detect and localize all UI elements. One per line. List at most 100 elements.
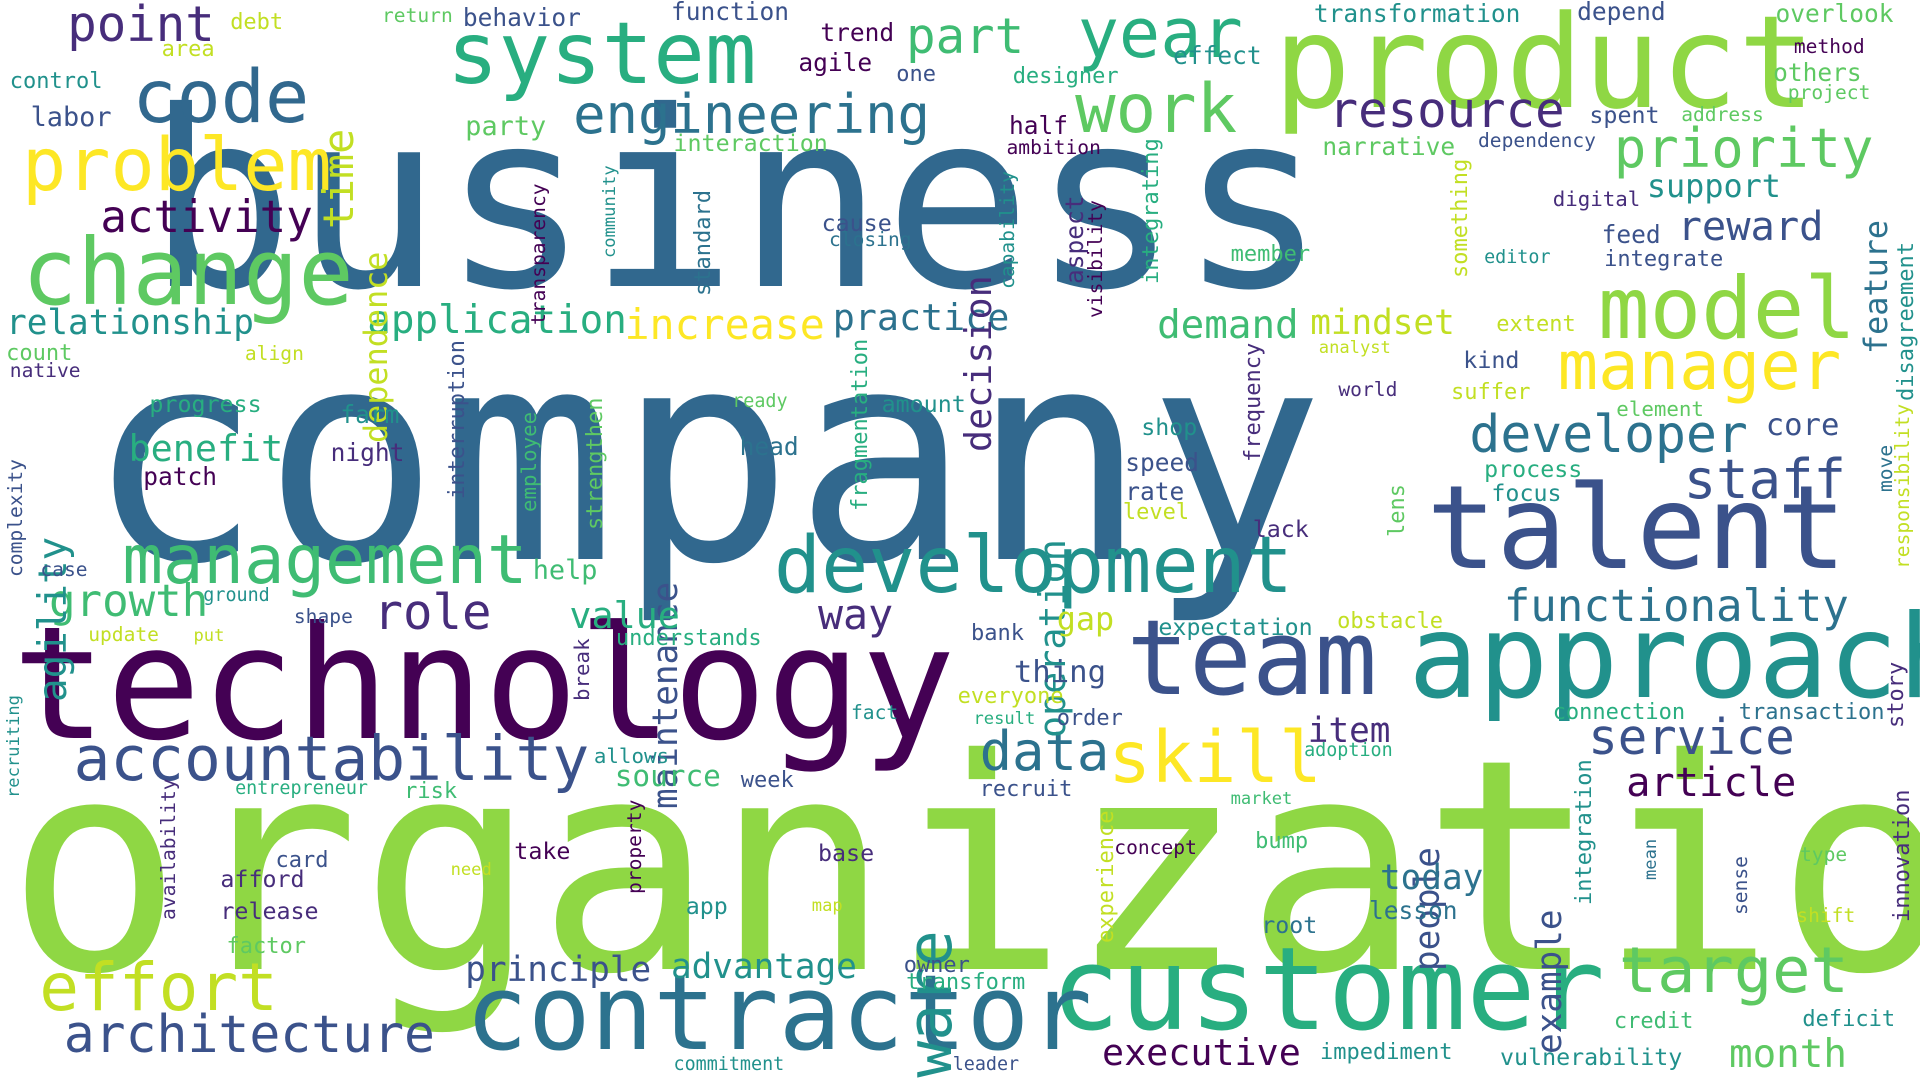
- word-week: week: [740, 768, 794, 794]
- word-behavior: behavior: [462, 3, 581, 33]
- word-effect: effect: [1173, 41, 1262, 71]
- word-resource: resource: [1328, 81, 1565, 139]
- word-overlook: overlook: [1775, 0, 1894, 29]
- word-result: result: [973, 709, 1036, 730]
- word-business: business: [146, 58, 1327, 344]
- word-recruiting: recruiting: [4, 695, 25, 799]
- word-everyone: everyone: [957, 683, 1064, 709]
- word-address: address: [1681, 103, 1764, 127]
- word-digital: digital: [1552, 186, 1641, 211]
- word-world: world: [1338, 377, 1398, 401]
- word-today: today: [1380, 857, 1484, 898]
- word-executive: executive: [1102, 1030, 1301, 1074]
- word-fact: fact: [851, 700, 899, 724]
- word-approach: approach: [1408, 590, 1920, 725]
- word-patch: patch: [143, 462, 218, 492]
- word-agile: agile: [798, 48, 873, 78]
- word-speed: speed: [1125, 447, 1200, 477]
- word-closing: closing: [829, 228, 912, 252]
- word-decision: decision: [957, 275, 1001, 453]
- word-fragmentation: fragmentation: [847, 339, 873, 512]
- word-update: update: [88, 622, 159, 646]
- word-increase: increase: [624, 299, 825, 349]
- word-break: break: [569, 637, 594, 701]
- word-trend: trend: [820, 17, 895, 47]
- word-cause: cause: [821, 209, 892, 237]
- word-rate: rate: [1125, 477, 1185, 506]
- word-obstacle: obstacle: [1337, 609, 1444, 634]
- word-extent: extent: [1496, 311, 1576, 337]
- word-problem: problem: [22, 122, 332, 208]
- word-adoption: adoption: [1304, 740, 1393, 761]
- word-party: party: [465, 110, 547, 142]
- word-value: value: [569, 593, 680, 637]
- word-code: code: [132, 55, 310, 141]
- word-focus: focus: [1491, 480, 1562, 508]
- word-way: way: [818, 589, 894, 639]
- word-priority: priority: [1613, 117, 1874, 181]
- word-customer: customer: [1050, 923, 1605, 1058]
- word-recruit: recruit: [979, 776, 1073, 802]
- word-target: target: [1618, 934, 1849, 1009]
- word-shop: shop: [1141, 414, 1198, 442]
- word-one: one: [896, 61, 937, 87]
- word-release: release: [220, 898, 319, 925]
- word-area: area: [161, 37, 215, 63]
- word-case: case: [40, 557, 88, 581]
- word-capability: capability: [996, 171, 1019, 290]
- word-farm: farm: [340, 399, 400, 429]
- word-labor: labor: [30, 102, 112, 134]
- word-example: example: [1530, 909, 1571, 1055]
- word-point: point: [67, 0, 215, 53]
- word-lens: lens: [1385, 483, 1411, 537]
- word-employee: employee: [517, 411, 542, 512]
- word-need: need: [450, 860, 492, 880]
- word-amount: amount: [881, 391, 966, 419]
- word-interaction: interaction: [673, 130, 828, 158]
- word-spent: spent: [1589, 102, 1660, 130]
- word-year: year: [1077, 0, 1243, 74]
- word-ambition: ambition: [1006, 136, 1101, 160]
- word-element: element: [1616, 397, 1704, 422]
- word-feature: feature: [1858, 220, 1896, 355]
- word-ground: ground: [203, 584, 270, 606]
- word-disagreement: disagreement: [1893, 242, 1919, 402]
- word-manager: manager: [1557, 327, 1842, 406]
- word-depend: depend: [1577, 0, 1666, 26]
- word-support: support: [1646, 168, 1781, 206]
- word-reward: reward: [1677, 201, 1824, 250]
- word-editor: editor: [1484, 246, 1551, 268]
- word-mindset: mindset: [1310, 303, 1455, 344]
- word-move: move: [1873, 444, 1897, 492]
- word-leader: leader: [952, 1053, 1020, 1075]
- word-understands: understands: [615, 626, 762, 652]
- word-work: work: [1075, 69, 1238, 148]
- word-management: management: [122, 520, 528, 599]
- word-bank: bank: [971, 621, 1024, 647]
- word-others: others: [1773, 58, 1862, 88]
- word-connection: connection: [1552, 699, 1686, 725]
- word-innovation: innovation: [1889, 789, 1915, 923]
- word-bump: bump: [1255, 829, 1309, 855]
- word-integration: integration: [1571, 759, 1597, 905]
- word-time: time: [314, 128, 364, 229]
- word-concept: concept: [1114, 835, 1197, 859]
- word-night: night: [330, 437, 405, 467]
- word-kind: kind: [1463, 347, 1520, 374]
- word-entrepreneur: entrepreneur: [235, 778, 368, 799]
- word-transaction: transaction: [1738, 699, 1885, 725]
- word-standard: standard: [691, 189, 717, 296]
- word-benefit: benefit: [128, 427, 284, 470]
- word-advantage: advantage: [671, 947, 857, 988]
- word-half: half: [1009, 110, 1069, 140]
- word-principle: principle: [465, 949, 652, 990]
- word-complexity: complexity: [4, 459, 28, 578]
- word-skill: skill: [1108, 716, 1322, 800]
- word-ready: ready: [732, 391, 788, 413]
- word-market: market: [1230, 789, 1293, 809]
- word-expectation: expectation: [1158, 613, 1313, 641]
- word-integrate: integrate: [1604, 246, 1724, 272]
- word-thing: thing: [1013, 654, 1106, 690]
- word-return: return: [382, 4, 453, 28]
